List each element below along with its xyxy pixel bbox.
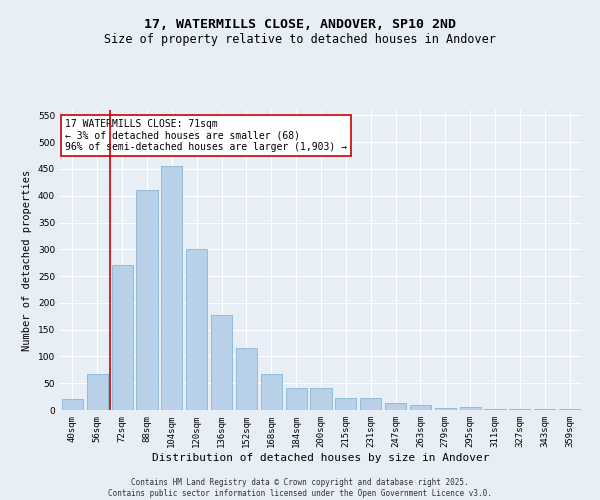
- Bar: [186, 250, 207, 410]
- Bar: [236, 348, 257, 410]
- Bar: [410, 404, 431, 410]
- Bar: [62, 400, 83, 410]
- Bar: [335, 398, 356, 410]
- Text: Size of property relative to detached houses in Andover: Size of property relative to detached ho…: [104, 32, 496, 46]
- Bar: [286, 388, 307, 410]
- Bar: [435, 408, 456, 410]
- Bar: [112, 266, 133, 410]
- Text: 17, WATERMILLS CLOSE, ANDOVER, SP10 2ND: 17, WATERMILLS CLOSE, ANDOVER, SP10 2ND: [144, 18, 456, 30]
- Y-axis label: Number of detached properties: Number of detached properties: [22, 170, 32, 350]
- Bar: [310, 388, 332, 410]
- Bar: [211, 314, 232, 410]
- Text: 17 WATERMILLS CLOSE: 71sqm
← 3% of detached houses are smaller (68)
96% of semi-: 17 WATERMILLS CLOSE: 71sqm ← 3% of detac…: [65, 119, 347, 152]
- Bar: [484, 409, 506, 410]
- Bar: [460, 408, 481, 410]
- Bar: [385, 402, 406, 410]
- X-axis label: Distribution of detached houses by size in Andover: Distribution of detached houses by size …: [152, 452, 490, 462]
- Bar: [261, 374, 282, 410]
- Bar: [360, 398, 381, 410]
- Bar: [87, 374, 108, 410]
- Bar: [136, 190, 158, 410]
- Bar: [161, 166, 182, 410]
- Text: Contains HM Land Registry data © Crown copyright and database right 2025.
Contai: Contains HM Land Registry data © Crown c…: [108, 478, 492, 498]
